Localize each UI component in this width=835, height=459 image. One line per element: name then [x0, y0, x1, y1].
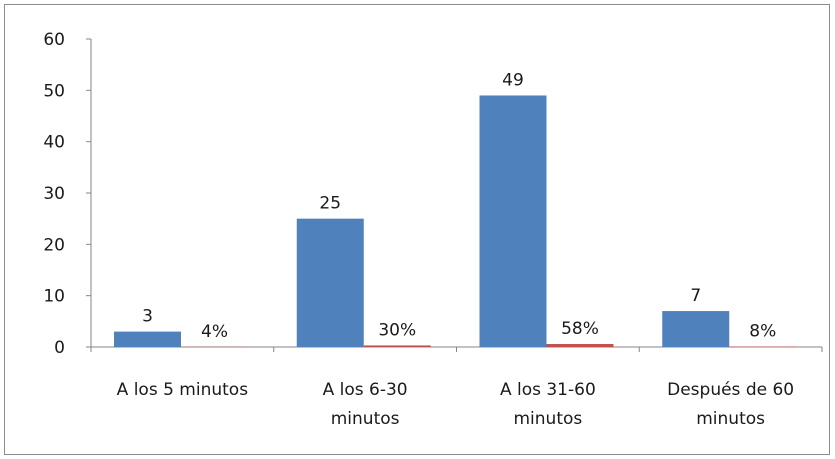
y-tick-label: 20 — [43, 235, 65, 255]
y-tick-label: 50 — [43, 81, 65, 101]
category-label: A los 5 minutos — [117, 380, 249, 400]
y-tick-label: 40 — [43, 133, 65, 153]
category-label: minutos — [696, 409, 765, 429]
bar-series1 — [662, 311, 730, 347]
data-label: 25 — [319, 194, 341, 214]
category-label: minutos — [513, 409, 582, 429]
y-tick-label: 60 — [43, 30, 65, 50]
data-label: 3 — [142, 307, 153, 327]
y-tick-label: 10 — [43, 287, 65, 307]
bar-series2 — [363, 345, 431, 347]
y-tick-label: 30 — [43, 184, 65, 204]
bar-series1 — [479, 95, 547, 347]
category-label: Después de 60 — [667, 380, 794, 400]
data-label: 7 — [690, 286, 701, 306]
chart-frame — [4, 4, 830, 455]
y-tick-label: 0 — [54, 338, 65, 358]
data-label: 30% — [378, 320, 416, 340]
bar-series1 — [296, 218, 364, 347]
category-label: A los 31-60 — [500, 380, 596, 400]
bar-series1 — [114, 331, 181, 347]
bar-series2 — [546, 344, 614, 347]
data-label: 58% — [561, 319, 599, 339]
category-label: minutos — [331, 409, 400, 429]
data-label: 4% — [201, 322, 228, 342]
data-label: 49 — [502, 70, 524, 90]
data-label: 8% — [749, 322, 776, 342]
category-label: A los 6-30 — [323, 380, 408, 400]
